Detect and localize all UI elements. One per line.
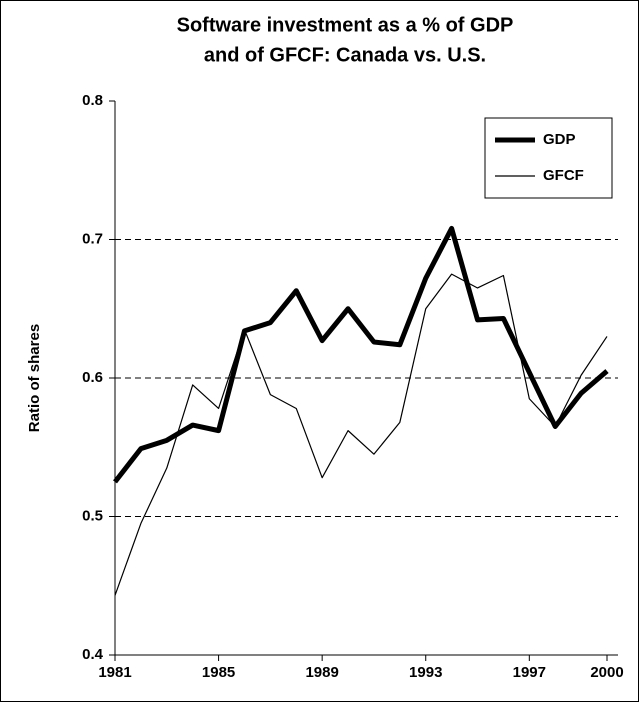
legend-label: GFCF xyxy=(543,167,584,184)
y-tick-label: 0.6 xyxy=(82,369,103,386)
x-tick-label: 2000 xyxy=(590,664,623,681)
y-tick-label: 0.5 xyxy=(82,507,103,524)
x-tick-label: 1985 xyxy=(202,664,235,681)
chart-title: Software investment as a % of GDP xyxy=(177,14,514,36)
x-tick-label: 1989 xyxy=(305,664,338,681)
chart-title: and of GFCF: Canada vs. U.S. xyxy=(204,44,486,66)
y-tick-label: 0.8 xyxy=(82,92,103,109)
line-series xyxy=(114,273,608,596)
x-tick-label: 1993 xyxy=(409,664,442,681)
x-tick-label: 1981 xyxy=(98,664,131,681)
y-axis-label: Ratio of shares xyxy=(26,324,43,432)
x-tick-label: 1997 xyxy=(513,664,546,681)
legend-box xyxy=(484,117,613,199)
y-tick-label: 0.7 xyxy=(82,230,103,247)
y-tick-label: 0.4 xyxy=(82,646,104,663)
legend-label: GDP xyxy=(543,131,576,148)
line-series xyxy=(113,225,609,484)
